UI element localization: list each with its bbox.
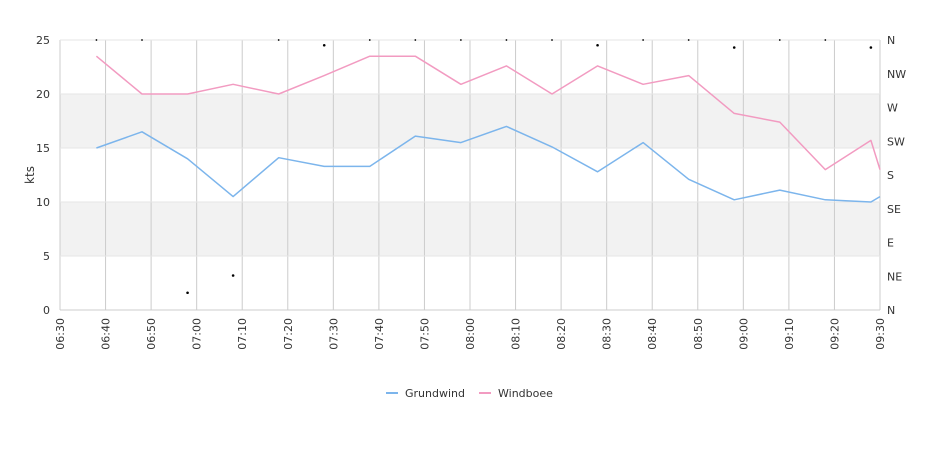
- direction-tick-label: W: [887, 102, 898, 115]
- series-lines: [95, 55, 881, 203]
- vertical-gridlines: [59, 40, 881, 310]
- x-tick-label: 07:50: [418, 318, 431, 350]
- legend-item: Windboee: [479, 387, 553, 400]
- wind-direction-point: [824, 39, 827, 41]
- wind-direction-point: [869, 46, 873, 49]
- x-tick-label: 08:30: [601, 318, 614, 350]
- y-tick-label: 25: [36, 34, 50, 47]
- legend-item: Grundwind: [386, 387, 465, 400]
- wind-direction-point: [687, 39, 690, 41]
- wind-direction-point: [459, 39, 462, 41]
- x-tick-label: 06:40: [100, 318, 113, 350]
- wind-direction-points: [95, 39, 873, 295]
- x-tick-label: 08:50: [692, 318, 705, 350]
- y-tick-label: 0: [43, 304, 50, 317]
- y-tick-label: 20: [36, 88, 50, 101]
- wind-direction-point: [368, 39, 371, 41]
- wind-direction-point: [95, 39, 98, 41]
- wind-direction-point: [414, 39, 417, 41]
- wind-direction-point: [732, 46, 736, 49]
- x-tick-label: 07:30: [327, 318, 340, 350]
- x-tick-label: 08:20: [555, 318, 568, 350]
- wind-direction-point: [231, 274, 235, 277]
- direction-tick-label: SW: [887, 135, 905, 148]
- y-axis-label: kts: [23, 166, 37, 184]
- wind-direction-point: [322, 43, 326, 47]
- y-tick-label: 10: [36, 196, 50, 209]
- y-axis-ticks: 0 5 10 15 20 25: [36, 34, 50, 317]
- x-axis-ticks: 06:30 06:40 06:50 07:00 07:10 07:20 07:30 07:40…: [54, 318, 887, 350]
- x-tick-label: 07:00: [191, 318, 204, 350]
- direction-tick-label: E: [887, 237, 894, 250]
- x-tick-label: 09:00: [737, 318, 750, 350]
- x-tick-label: 06:50: [145, 318, 158, 350]
- wind-direction-point: [505, 39, 508, 41]
- wind-direction-point: [642, 39, 645, 41]
- x-tick-label: 08:10: [510, 318, 523, 350]
- x-tick-label: 09:20: [828, 318, 841, 350]
- y-tick-label: 5: [43, 250, 50, 263]
- direction-tick-label: N: [887, 34, 895, 47]
- x-tick-label: 07:40: [373, 318, 386, 350]
- right-axis-ticks: N NE E SE S SW W NW N: [887, 34, 906, 317]
- legend-label: Windboee: [498, 387, 553, 400]
- series-line-windboee: [95, 55, 881, 171]
- x-tick-label: 08:00: [464, 318, 477, 350]
- wind-direction-point: [186, 291, 189, 295]
- series-line-grundwind: [96, 125, 881, 203]
- legend-label: Grundwind: [405, 387, 465, 400]
- x-tick-label: 08:40: [646, 318, 659, 350]
- direction-tick-label: NE: [887, 270, 902, 283]
- x-tick-label: 09:30: [874, 318, 887, 350]
- x-tick-label: 06:30: [54, 318, 67, 350]
- legend: Grundwind Windboee: [386, 387, 553, 400]
- x-tick-label: 07:10: [236, 318, 249, 350]
- wind-direction-point: [141, 39, 143, 41]
- wind-direction-point: [277, 39, 280, 41]
- wind-direction-point: [551, 39, 553, 41]
- wind-direction-point: [778, 39, 781, 41]
- direction-tick-label: N: [887, 304, 895, 317]
- direction-tick-label: NW: [887, 68, 906, 81]
- wind-direction-point: [596, 43, 599, 47]
- x-tick-label: 09:10: [783, 318, 796, 350]
- direction-tick-label: S: [887, 169, 894, 182]
- y-tick-label: 15: [36, 142, 50, 155]
- direction-tick-label: SE: [887, 203, 901, 216]
- chart-axes: [60, 39, 880, 311]
- x-tick-label: 07:20: [282, 318, 295, 350]
